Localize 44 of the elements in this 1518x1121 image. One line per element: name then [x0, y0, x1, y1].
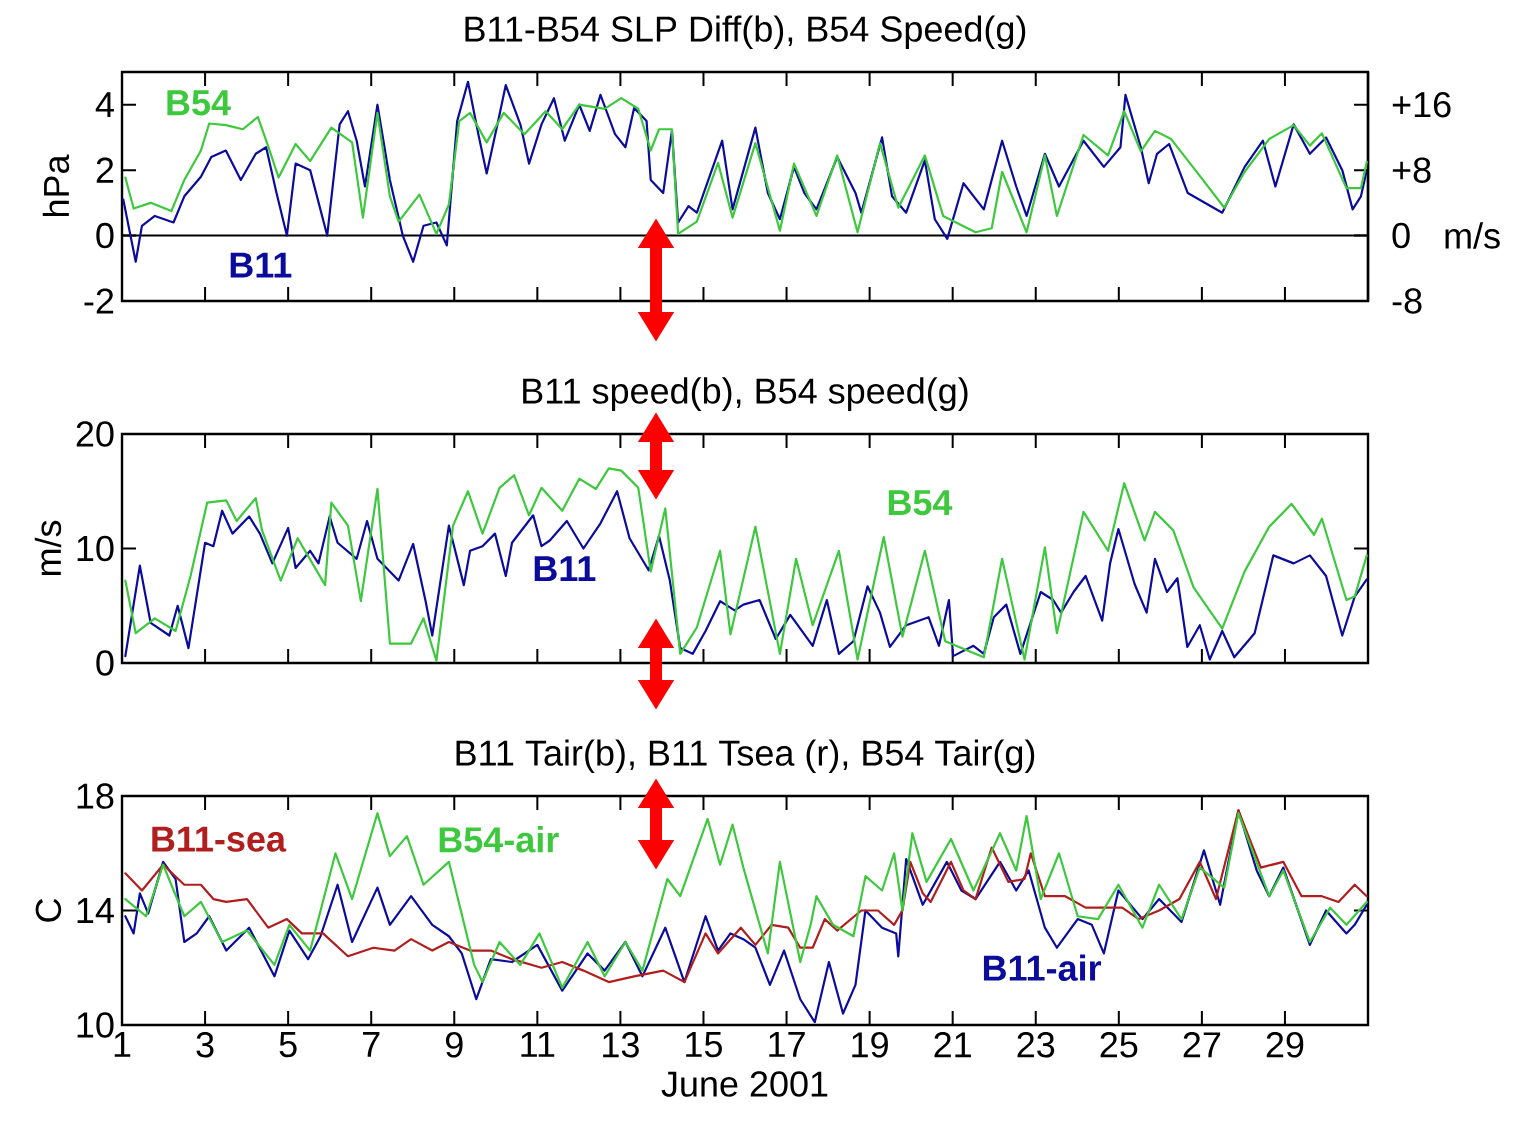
y-tick-label: -2 — [84, 288, 114, 314]
y-axis-title: hPa — [42, 154, 70, 217]
series-label: B11 — [230, 252, 292, 278]
x-tick-label: 1 — [114, 1032, 131, 1057]
series-label: B11 — [534, 556, 596, 582]
y-tick-label: 10 — [77, 1012, 114, 1038]
x-tick-label: 5 — [279, 1032, 297, 1058]
y-tick-label: 2 — [96, 157, 114, 183]
x-tick-label: 23 — [1017, 1032, 1055, 1058]
y2-tick-label: -8 — [1392, 288, 1422, 314]
series-label: B11-sea — [152, 826, 287, 852]
y-tick-label: 20 — [76, 421, 114, 447]
x-axis-title: June 2001 — [661, 1071, 828, 1097]
x-tick-label: 15 — [686, 1032, 722, 1058]
x-tick-label: 3 — [196, 1032, 214, 1058]
y2-tick-label: 0 — [1392, 222, 1410, 249]
y-tick-label: 4 — [95, 92, 114, 118]
y-tick-label: 0 — [96, 222, 114, 249]
x-tick-label: 29 — [1266, 1032, 1304, 1058]
x-tick-label: 21 — [934, 1032, 971, 1058]
x-tick-label: 7 — [363, 1032, 380, 1057]
x-tick-label: 27 — [1183, 1032, 1221, 1058]
x-tick-label: 13 — [603, 1032, 639, 1058]
y2-tick-label: +16 — [1392, 91, 1451, 118]
y-axis-title: m/s — [34, 520, 62, 576]
chart-title: B11 speed(b), B54 speed(g) — [523, 377, 968, 411]
x-tick-label: 9 — [445, 1032, 463, 1058]
y2-axis-title: m/s — [1445, 222, 1500, 249]
y-tick-label: 18 — [77, 783, 114, 809]
series-label: B11-air — [983, 954, 1102, 981]
x-tick-label: 17 — [769, 1032, 805, 1057]
x-tick-label: 19 — [852, 1032, 888, 1058]
series-label: B54 — [888, 490, 953, 516]
y2-tick-label: +8 — [1392, 157, 1431, 183]
series-label: B54-air — [439, 826, 559, 853]
series-label: B54 — [167, 90, 231, 116]
chart-title: B11-B54 SLP Diff(b), B54 Speed(g) — [465, 15, 1026, 49]
y-tick-label: 14 — [77, 898, 114, 923]
y-tick-label: 0 — [96, 650, 114, 676]
x-tick-label: 25 — [1100, 1032, 1138, 1058]
chart-title: B11 Tair(b), B11 Tsea (r), B54 Tair(g) — [456, 739, 1035, 773]
x-tick-label: 11 — [521, 1032, 555, 1057]
y-axis-title: C — [35, 898, 62, 922]
y-tick-label: 10 — [77, 535, 114, 562]
